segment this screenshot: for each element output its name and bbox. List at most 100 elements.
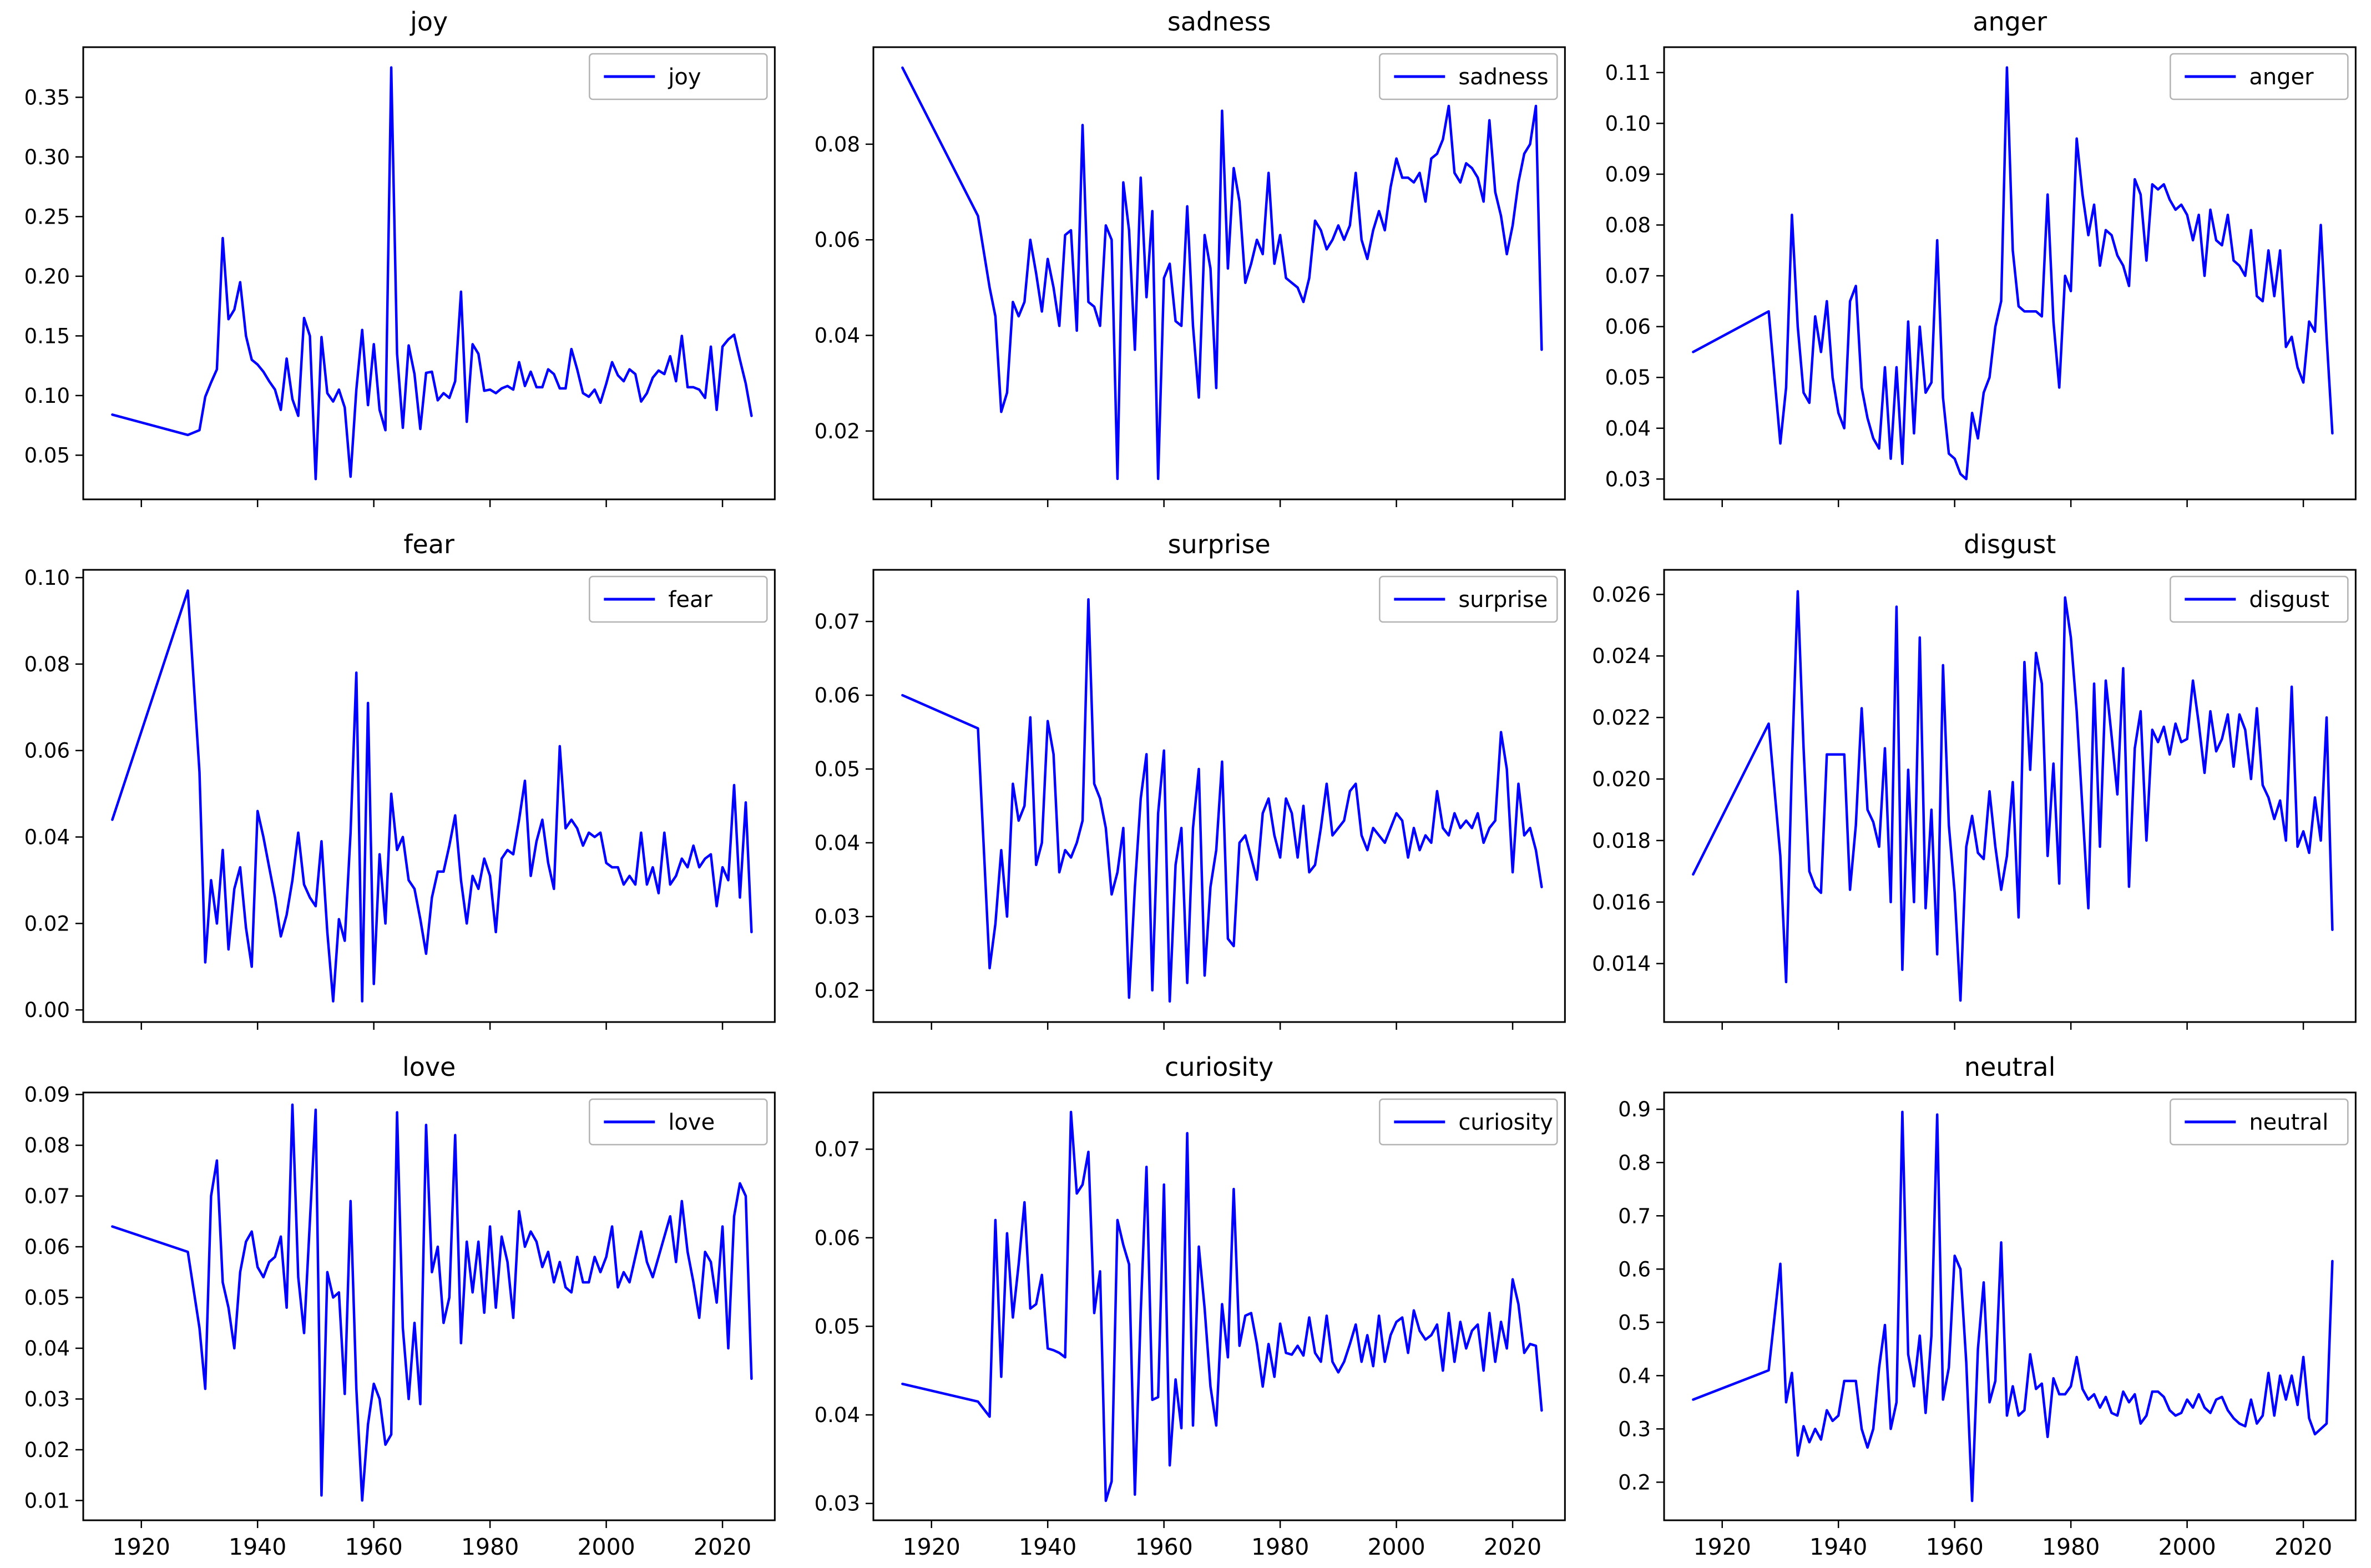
y-tick-label: 0.8 — [1618, 1151, 1651, 1175]
y-tick-label: 0.022 — [1592, 706, 1651, 730]
subplot-title: anger — [1973, 7, 2047, 37]
legend-box — [589, 1098, 768, 1146]
y-tick-label: 0.09 — [1605, 163, 1650, 186]
y-tick-label: 0.07 — [1605, 264, 1650, 288]
axes-spines — [1663, 46, 2357, 500]
x-tick-label: 1940 — [1019, 1534, 1076, 1560]
axes-spines — [1663, 1091, 2357, 1521]
x-tick-label: 2020 — [694, 1534, 751, 1560]
y-tick-label: 0.10 — [1605, 112, 1650, 135]
line-disgust — [1691, 590, 2334, 1002]
x-tick-label: 2020 — [1484, 1534, 1541, 1560]
legend-label: anger — [2249, 64, 2314, 90]
x-tick-label: 1980 — [461, 1534, 519, 1560]
legend-label: surprise — [1459, 587, 1548, 613]
subplot-curiosity: curiosity 0.03 0.04 0.05 0.06 0.07 1920 1940 196… — [815, 1052, 1566, 1560]
legend-label: love — [668, 1110, 715, 1135]
y-tick-label: 0.5 — [1618, 1311, 1651, 1334]
y-tick-label: 0.014 — [1592, 952, 1651, 976]
line-neutral — [1691, 1110, 2334, 1503]
y-tick-label: 0.026 — [1592, 583, 1651, 606]
axes-spines — [82, 1091, 776, 1521]
y-tick-label: 0.02 — [24, 912, 70, 935]
subplot-title: surprise — [1168, 529, 1271, 559]
x-tick-label: 2020 — [2274, 1534, 2332, 1560]
subplot-title: love — [402, 1052, 456, 1082]
legend-box — [2169, 1098, 2349, 1146]
line-sadness — [901, 66, 1543, 480]
y-tick-label: 0.25 — [24, 205, 70, 229]
y-tick-label: 0.03 — [815, 905, 860, 929]
y-tick-label: 0.05 — [24, 443, 70, 467]
legend-box — [1379, 53, 1558, 100]
legend-box — [1379, 1098, 1558, 1146]
y-tick-label: 0.04 — [24, 1337, 70, 1360]
x-tick-label: 1940 — [1809, 1534, 1867, 1560]
line-anger — [1691, 66, 2334, 480]
subplot-joy: joy 0.05 0.10 0.15 0.20 0.25 0.30 0.35 joy — [24, 7, 776, 507]
legend-label: neutral — [2249, 1110, 2328, 1135]
y-tick-label: 0.06 — [815, 228, 860, 252]
line-fear — [111, 589, 753, 1003]
x-tick-label: 1960 — [1135, 1534, 1193, 1560]
axes-spines — [872, 569, 1566, 1023]
legend-label: disgust — [2249, 587, 2329, 613]
axes-spines — [82, 569, 776, 1023]
y-tick-label: 0.10 — [24, 566, 70, 590]
legend-neutral: neutral — [2169, 1098, 2349, 1146]
y-tick-label: 0.020 — [1592, 767, 1651, 791]
x-tick-label: 2000 — [577, 1534, 635, 1560]
x-tick-label: 1920 — [113, 1534, 170, 1560]
y-tick-label: 0.04 — [815, 831, 860, 855]
y-tick-label: 0.00 — [24, 998, 70, 1022]
legend-label: sadness — [1459, 64, 1549, 90]
y-tick-label: 0.04 — [1605, 417, 1650, 441]
y-tick-label: 0.06 — [24, 739, 70, 763]
legend-joy: joy — [589, 53, 768, 100]
y-tick-label: 0.08 — [815, 133, 860, 156]
y-tick-label: 0.07 — [815, 1137, 860, 1161]
subplot-surprise: surprise 0.02 0.03 0.04 0.05 0.06 0.07 surprise — [815, 529, 1566, 1030]
y-tick-label: 0.06 — [1605, 315, 1650, 339]
subplot-title: joy — [410, 7, 448, 37]
y-tick-label: 0.4 — [1618, 1364, 1651, 1388]
y-tick-label: 0.09 — [24, 1083, 70, 1107]
y-tick-label: 0.10 — [24, 384, 70, 408]
line-curiosity — [901, 1110, 1543, 1503]
y-tick-label: 0.03 — [24, 1387, 70, 1411]
x-tick-label: 2000 — [1368, 1534, 1425, 1560]
x-tick-label: 1920 — [903, 1534, 960, 1560]
x-tick-label: 1980 — [2042, 1534, 2100, 1560]
legend-box — [2169, 575, 2349, 623]
y-tick-label: 0.08 — [1605, 214, 1650, 237]
y-tick-label: 0.20 — [24, 265, 70, 289]
y-tick-label: 0.05 — [815, 1314, 860, 1338]
y-tick-label: 0.2 — [1618, 1470, 1651, 1494]
y-tick-label: 0.04 — [815, 323, 860, 347]
subplot-sadness: sadness 0.02 0.04 0.06 0.08 sadness — [815, 7, 1566, 507]
y-tick-label: 0.05 — [1605, 366, 1650, 390]
y-tick-label: 0.05 — [815, 757, 860, 781]
y-tick-label: 0.11 — [1605, 61, 1650, 85]
axes-spines — [1663, 569, 2357, 1023]
legend-disgust: disgust — [2169, 575, 2349, 623]
x-tick-label: 1920 — [1693, 1534, 1751, 1560]
y-tick-label: 0.30 — [24, 145, 70, 169]
line-joy — [111, 66, 753, 480]
subplot-title: disgust — [1964, 529, 2056, 559]
subplot-neutral: neutral 0.2 0.3 0.4 0.5 0.6 0.7 0.8 0.9 1920 1940 1… — [1618, 1052, 2357, 1560]
axes-spines — [872, 46, 1566, 500]
legend-box — [1379, 575, 1558, 623]
subplot-disgust: disgust 0.014 0.016 0.018 0.020 0.022 0.024 0.0… — [1592, 529, 2357, 1030]
axes-spines — [872, 1091, 1566, 1521]
y-tick-label: 0.35 — [24, 85, 70, 109]
subplot-title: fear — [403, 529, 454, 559]
subplot-title: sadness — [1167, 7, 1271, 37]
y-tick-label: 0.08 — [24, 653, 70, 676]
legend-label: joy — [668, 64, 701, 90]
y-tick-label: 0.06 — [24, 1235, 70, 1259]
y-tick-label: 0.024 — [1592, 644, 1651, 668]
y-tick-label: 0.06 — [815, 684, 860, 707]
